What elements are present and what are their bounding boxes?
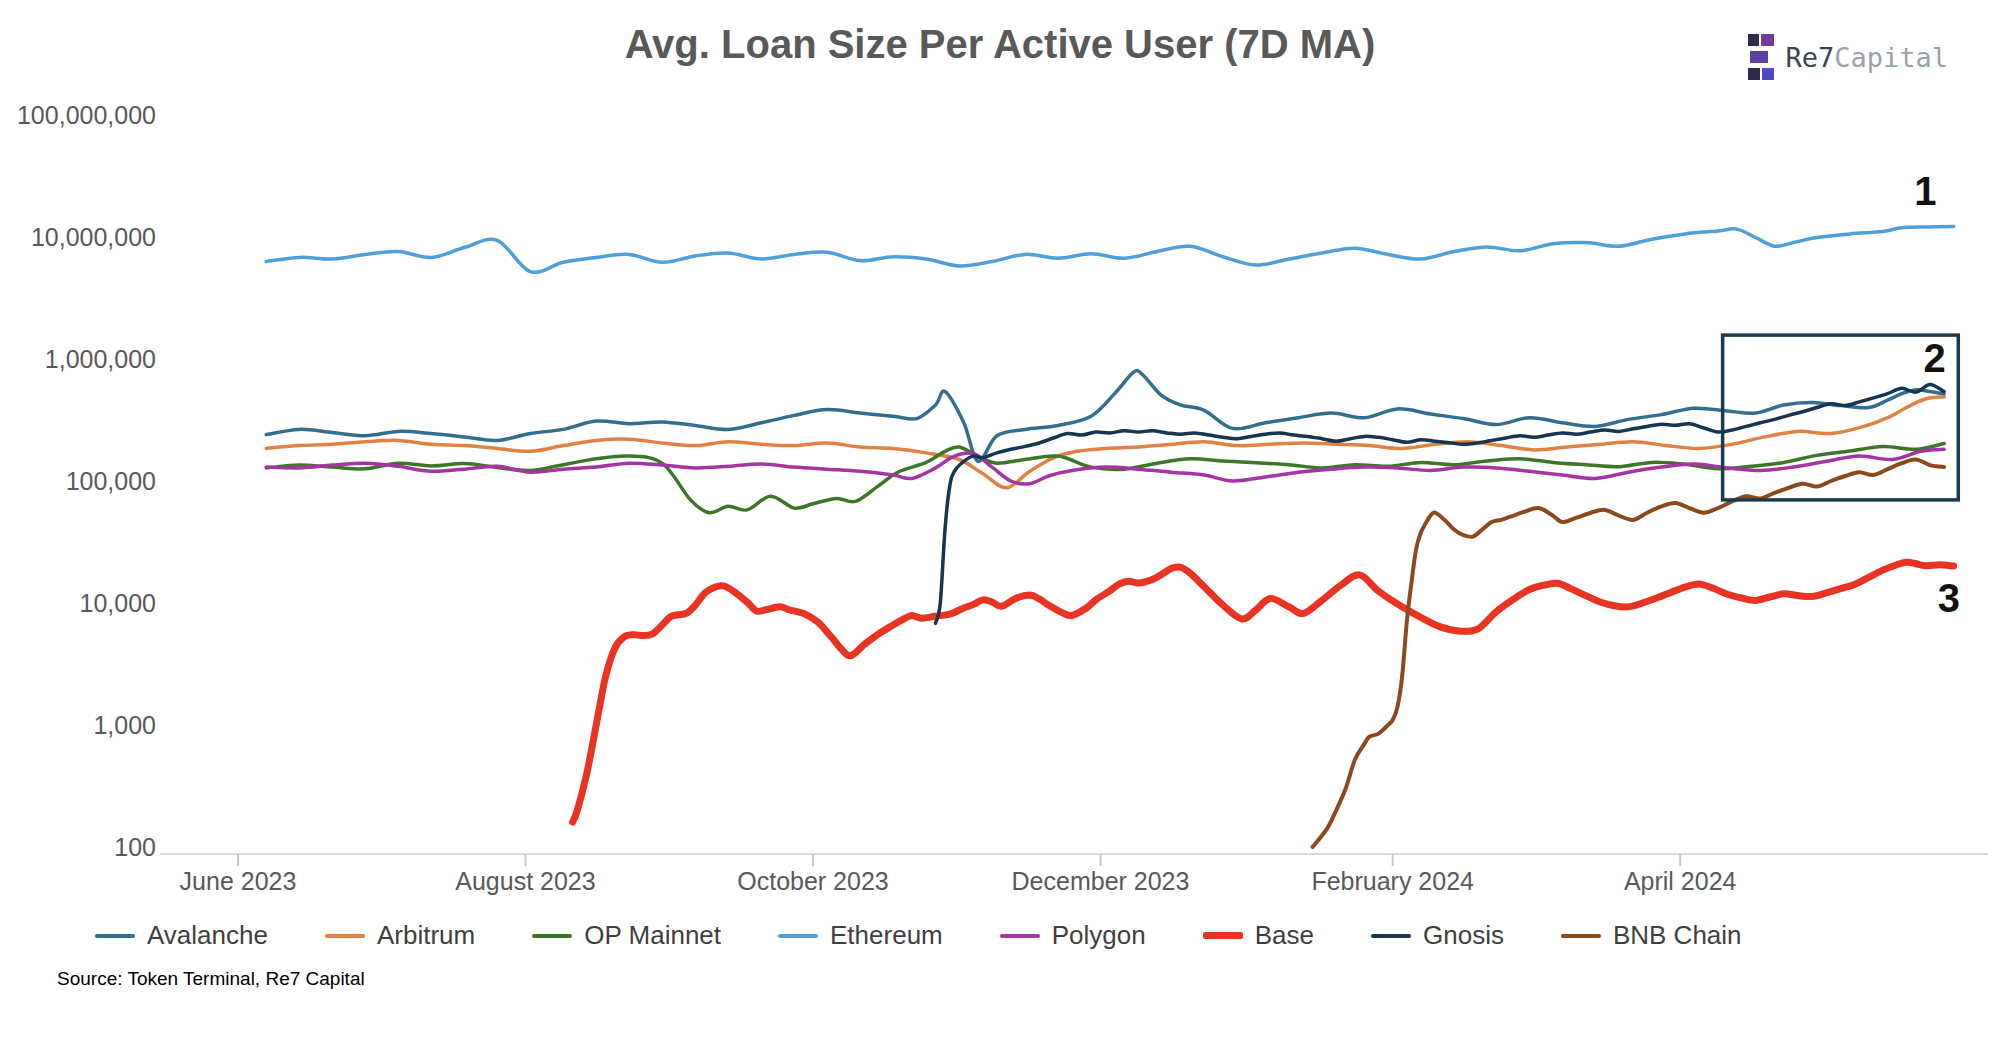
legend-item-base: Base <box>1203 920 1314 951</box>
series-arbitrum <box>266 397 1944 488</box>
legend-swatch <box>325 934 365 938</box>
legend-item-op-mainnet: OP Mainnet <box>532 920 721 951</box>
x-tick-label: April 2024 <box>1624 867 1737 895</box>
legend-label: Avalanche <box>147 920 268 951</box>
legend-label: Ethereum <box>830 920 943 951</box>
annotation-3: 3 <box>1938 576 1960 620</box>
source-note: Source: Token Terminal, Re7 Capital <box>57 968 365 990</box>
legend-item-arbitrum: Arbitrum <box>325 920 475 951</box>
chart-canvas: June 2023 August 2023 October 2023 December… <box>0 0 2000 1044</box>
series-bnb-chain <box>1313 459 1945 847</box>
legend-label: Base <box>1255 920 1314 951</box>
y-tick-label: 1,000 <box>93 711 156 739</box>
legend-item-avalanche: Avalanche <box>95 920 268 951</box>
legend-swatch <box>95 934 135 938</box>
legend-swatch <box>1371 934 1411 938</box>
x-tick-label: December 2023 <box>1012 867 1190 895</box>
legend-item-polygon: Polygon <box>1000 920 1146 951</box>
legend-label: OP Mainnet <box>584 920 721 951</box>
legend-item-bnb-chain: BNB Chain <box>1561 920 1742 951</box>
annotation-1: 1 <box>1914 169 1936 213</box>
legend-swatch <box>1000 934 1040 938</box>
legend-item-ethereum: Ethereum <box>778 920 943 951</box>
x-tick-label: February 2024 <box>1311 867 1474 895</box>
y-tick-label: 1,000,000 <box>45 345 156 373</box>
legend-swatch <box>1561 934 1601 938</box>
x-axis: June 2023 August 2023 October 2023 December… <box>160 854 1988 895</box>
x-tick-label: August 2023 <box>455 867 595 895</box>
x-tick-label: June 2023 <box>180 867 297 895</box>
legend-label: Gnosis <box>1423 920 1504 951</box>
series-op-mainnet <box>266 444 1944 513</box>
x-tick-label: October 2023 <box>737 867 889 895</box>
y-tick-label: 10,000,000 <box>31 223 156 251</box>
legend-label: Polygon <box>1052 920 1146 951</box>
annotation-2: 2 <box>1924 336 1946 380</box>
legend-label: Arbitrum <box>377 920 475 951</box>
series-base <box>573 562 1954 822</box>
series-gnosis <box>936 384 1945 623</box>
y-tick-label: 100 <box>114 833 156 861</box>
legend-label: BNB Chain <box>1613 920 1742 951</box>
chart-legend: Avalanche Arbitrum OP Mainnet Ethereum Polyg… <box>95 920 1742 951</box>
y-tick-label: 100,000,000 <box>17 101 156 129</box>
legend-swatch <box>532 934 572 938</box>
legend-swatch <box>778 934 818 938</box>
y-axis: 100,000,000 10,000,000 1,000,000 100,000 10,… <box>17 101 156 861</box>
y-tick-label: 100,000 <box>66 467 156 495</box>
series-ethereum <box>266 227 1953 273</box>
legend-item-gnosis: Gnosis <box>1371 920 1504 951</box>
y-tick-label: 10,000 <box>80 589 156 617</box>
legend-swatch <box>1203 932 1243 939</box>
